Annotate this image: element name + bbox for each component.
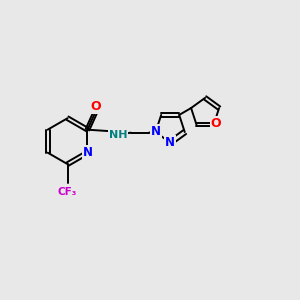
Text: NH: NH xyxy=(109,130,127,140)
Text: N: N xyxy=(165,136,175,149)
Text: CF₃: CF₃ xyxy=(57,187,77,196)
Text: N: N xyxy=(82,146,92,159)
Text: O: O xyxy=(90,100,101,112)
Text: O: O xyxy=(211,116,221,130)
Text: N: N xyxy=(151,125,160,138)
